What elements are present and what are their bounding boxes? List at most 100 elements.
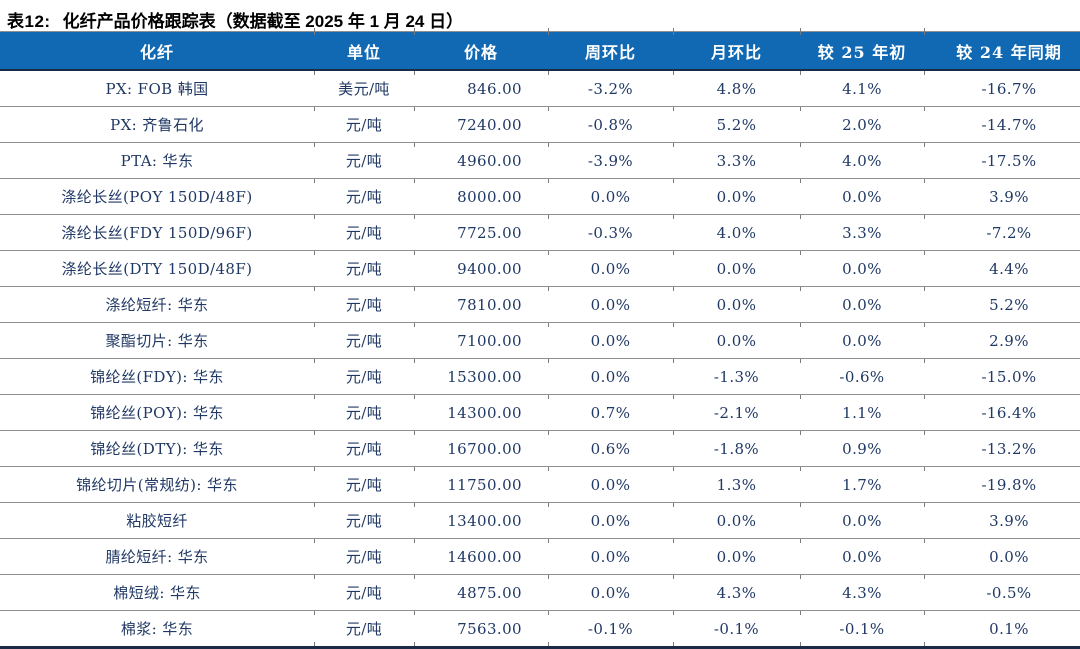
table-cell: 7810.00 — [414, 286, 548, 323]
column-header-wow: 周环比 — [547, 28, 673, 71]
table-cell: 14600.00 — [414, 538, 548, 575]
report-table-page: 表12: 化纤产品价格跟踪表（数据截至 2025 年 1 月 24 日） 化纤 单… — [0, 12, 1080, 649]
table-cell: 0.0% — [673, 322, 800, 359]
table-row: 聚酯切片: 华东 元/吨 7100.00 0.0% 0.0% 0.0% 2.9% — [0, 322, 1080, 359]
table-cell: 涤纶长丝(DTY 150D/48F) — [0, 250, 314, 287]
table-row: 涤纶长丝(POY 150D/48F) 元/吨 8000.00 0.0% 0.0% 0.0%… — [0, 178, 1080, 215]
table-cell: 元/吨 — [314, 250, 414, 287]
column-header-vs-2024: 较 24 年同期 — [923, 28, 1080, 71]
table-cell: 7240.00 — [414, 106, 548, 143]
table-cell: 1.7% — [800, 466, 924, 503]
table-cell: 元/吨 — [314, 286, 414, 323]
table-cell: 14300.00 — [414, 394, 548, 431]
table-cell: 2.9% — [924, 322, 1080, 359]
table-cell: 粘胶短纤 — [0, 502, 314, 539]
table-cell: 锦纶丝(FDY): 华东 — [0, 358, 314, 395]
table-cell: 0.6% — [548, 430, 673, 467]
table-row: 锦纶切片(常规纺): 华东 元/吨 11750.00 0.0% 1.3% 1.7% -19.… — [0, 466, 1080, 503]
table-cell: 7100.00 — [414, 322, 548, 359]
table-cell: 0.0% — [548, 358, 673, 395]
table-row: 涤纶短纤: 华东 元/吨 7810.00 0.0% 0.0% 0.0% 5.2% — [0, 286, 1080, 323]
table-row: 锦纶丝(POY): 华东 元/吨 14300.00 0.7% -2.1% 1.1% -16.… — [0, 394, 1080, 431]
table-cell: 0.1% — [924, 610, 1080, 649]
column-header-vs-start-2025: 较 25 年初 — [799, 28, 924, 71]
table-row: 腈纶短纤: 华东 元/吨 14600.00 0.0% 0.0% 0.0% 0.0% — [0, 538, 1080, 575]
table-cell: 0.0% — [673, 502, 800, 539]
column-header-price: 价格 — [413, 28, 548, 71]
table-cell: 0.0% — [673, 250, 800, 287]
table-cell: 0.0% — [800, 250, 924, 287]
table-cell: 0.0% — [673, 178, 800, 215]
table-row: 涤纶长丝(DTY 150D/48F) 元/吨 9400.00 0.0% 0.0% 0.0%… — [0, 250, 1080, 287]
table-cell: 0.0% — [800, 286, 924, 323]
table-cell: -2.1% — [673, 394, 800, 431]
table-cell: -0.5% — [924, 574, 1080, 611]
table-title-text: 化纤产品价格跟踪表（数据截至 2025 年 1 月 24 日） — [62, 12, 464, 31]
table-cell: 锦纶切片(常规纺): 华东 — [0, 466, 314, 503]
table-cell: 元/吨 — [314, 610, 414, 649]
table-row: 粘胶短纤 元/吨 13400.00 0.0% 0.0% 0.0% 3.9% — [0, 502, 1080, 539]
table-cell: 0.0% — [548, 574, 673, 611]
table-cell: 涤纶长丝(FDY 150D/96F) — [0, 214, 314, 251]
table-cell: 11750.00 — [414, 466, 548, 503]
table-cell: 4.3% — [800, 574, 924, 611]
table-row: 锦纶丝(FDY): 华东 元/吨 15300.00 0.0% -1.3% -0.6% -15… — [0, 358, 1080, 395]
table-cell: 0.0% — [548, 286, 673, 323]
table-cell: 1.1% — [800, 394, 924, 431]
table-cell: 4.1% — [800, 69, 924, 107]
table-cell: -0.6% — [800, 358, 924, 395]
table-cell: 元/吨 — [314, 502, 414, 539]
table-cell: 聚酯切片: 华东 — [0, 322, 314, 359]
table-cell: 0.0% — [548, 322, 673, 359]
table-cell: 16700.00 — [414, 430, 548, 467]
table-cell: -7.2% — [924, 214, 1080, 251]
table-cell: -0.1% — [800, 610, 924, 649]
table-cell: 0.0% — [800, 538, 924, 575]
table-cell: 0.0% — [548, 538, 673, 575]
table-cell: -0.8% — [548, 106, 673, 143]
table-cell: 元/吨 — [314, 466, 414, 503]
table-cell: 4875.00 — [414, 574, 548, 611]
price-tracking-table: 化纤 单位 价格 周环比 月环比 较 25 年初 较 24 年同期 PX: FO… — [0, 28, 1080, 649]
table-cell: 0.0% — [548, 466, 673, 503]
table-cell: -13.2% — [924, 430, 1080, 467]
table-cell: 4.8% — [673, 69, 800, 107]
table-cell: -1.3% — [673, 358, 800, 395]
table-cell: -3.9% — [548, 142, 673, 179]
table-cell: 元/吨 — [314, 574, 414, 611]
table-cell: 0.0% — [924, 538, 1080, 575]
table-row: 涤纶长丝(FDY 150D/96F) 元/吨 7725.00 -0.3% 4.0% 3.3… — [0, 214, 1080, 251]
table-row: PTA: 华东 元/吨 4960.00 -3.9% 3.3% 4.0% -17.5% — [0, 142, 1080, 179]
table-cell: 0.0% — [548, 250, 673, 287]
table-row: 锦纶丝(DTY): 华东 元/吨 16700.00 0.6% -1.8% 0.9% -13.… — [0, 430, 1080, 467]
table-cell: 7725.00 — [414, 214, 548, 251]
table-cell: 4.0% — [673, 214, 800, 251]
table-row: PX: FOB 韩国 美元/吨 846.00 -3.2% 4.8% 4.1% -16.7% — [0, 69, 1080, 107]
table-cell: 9400.00 — [414, 250, 548, 287]
table-cell: -16.4% — [924, 394, 1080, 431]
table-cell: 4.3% — [673, 574, 800, 611]
table-cell: 涤纶短纤: 华东 — [0, 286, 314, 323]
table-cell: 8000.00 — [414, 178, 548, 215]
table-row: 棉短绒: 华东 元/吨 4875.00 0.0% 4.3% 4.3% -0.5% — [0, 574, 1080, 611]
table-cell: 涤纶长丝(POY 150D/48F) — [0, 178, 314, 215]
table-cell: 846.00 — [414, 69, 548, 107]
table-cell: PTA: 华东 — [0, 142, 314, 179]
table-cell: 3.3% — [800, 214, 924, 251]
table-cell: 13400.00 — [414, 502, 548, 539]
table-cell: 0.0% — [673, 286, 800, 323]
column-header-fiber: 化纤 — [0, 31, 314, 71]
table-cell: 元/吨 — [314, 358, 414, 395]
table-cell: 元/吨 — [314, 178, 414, 215]
table-cell: 0.0% — [800, 178, 924, 215]
table-cell: 1.3% — [673, 466, 800, 503]
table-cell: 3.9% — [924, 178, 1080, 215]
table-cell: -19.8% — [924, 466, 1080, 503]
table-cell: 元/吨 — [314, 538, 414, 575]
table-cell: 5.2% — [924, 286, 1080, 323]
table-cell: 美元/吨 — [314, 69, 414, 107]
table-cell: -15.0% — [924, 358, 1080, 395]
table-cell: -14.7% — [924, 106, 1080, 143]
table-cell: 元/吨 — [314, 394, 414, 431]
table-cell: 0.9% — [800, 430, 924, 467]
